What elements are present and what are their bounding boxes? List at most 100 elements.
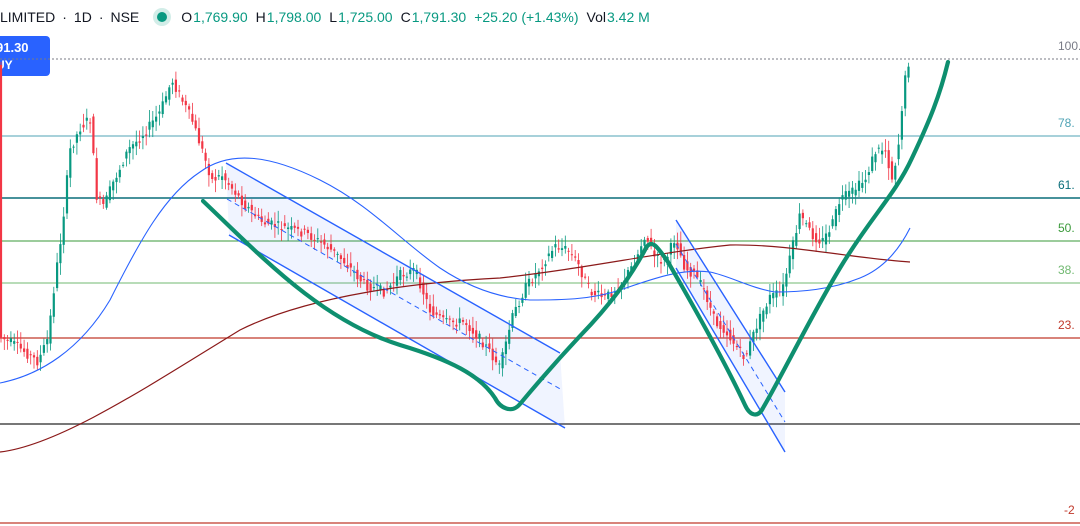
candle-body	[306, 229, 309, 234]
low-value: 1,725.00	[338, 9, 393, 25]
channel1-mid	[226, 198, 563, 391]
candle-body	[722, 325, 725, 333]
candle-body	[234, 190, 237, 195]
candle-body	[884, 150, 887, 152]
candle-body	[702, 288, 705, 290]
candle-body	[329, 244, 333, 250]
candle-body	[557, 248, 560, 250]
candle-body	[293, 225, 296, 228]
candle-body	[593, 290, 597, 296]
candle-body	[613, 291, 616, 293]
candle-body	[554, 244, 557, 248]
candle-body	[105, 195, 108, 208]
candle-body	[181, 97, 184, 102]
candle-body	[504, 341, 507, 355]
candle-body	[164, 96, 168, 103]
candle-body	[692, 268, 696, 272]
candle-body	[801, 212, 804, 219]
candle-body	[438, 314, 441, 316]
candle-body	[59, 244, 62, 264]
candle-body	[498, 363, 501, 365]
candle-body	[481, 342, 484, 348]
buy-button[interactable]: 91.30 UY	[0, 36, 50, 76]
fib-level-label: 78.	[1058, 116, 1075, 130]
candle-body	[240, 195, 243, 206]
candle-body	[768, 294, 771, 305]
candle-body	[564, 246, 567, 249]
candle-body	[607, 291, 610, 299]
candle-body	[92, 116, 95, 154]
legend-separator: ·	[98, 9, 104, 25]
interval-label[interactable]: 1D	[73, 9, 92, 25]
candle-body	[52, 293, 55, 317]
candle-body	[178, 90, 181, 92]
candle-body	[537, 271, 540, 277]
candle-body	[514, 306, 517, 317]
candle-body	[900, 111, 903, 140]
candle-body	[861, 182, 864, 188]
candle-body	[762, 310, 765, 322]
candle-body	[247, 206, 250, 209]
candle-body	[98, 196, 102, 199]
candle-body	[669, 243, 672, 255]
candle-body	[39, 354, 42, 363]
candle-body	[201, 141, 204, 149]
candle-body	[904, 75, 907, 109]
candle-body	[263, 222, 267, 225]
channel1-upper	[225, 162, 561, 354]
candle-body	[577, 259, 580, 265]
channel2-upper	[675, 219, 786, 393]
candle-body	[16, 341, 19, 343]
candle-body	[805, 223, 808, 225]
buy-label: UY	[0, 58, 13, 72]
candle-body	[541, 267, 544, 270]
candle-body	[854, 189, 857, 196]
candle-body	[478, 333, 481, 339]
candle-body	[603, 294, 606, 296]
candle-body	[267, 218, 270, 224]
candle-body	[791, 240, 795, 260]
candle-body	[465, 323, 468, 326]
candle-body	[428, 303, 432, 313]
fib-level-label: -2	[1064, 503, 1075, 517]
candle-body	[118, 169, 121, 178]
candle-body	[303, 228, 306, 230]
fibonacci-retracement: 100. 78. 61. 50. 38. 23. -2	[0, 39, 1080, 524]
candle-body	[69, 148, 72, 178]
candle-body	[244, 200, 247, 209]
candle-body	[379, 285, 382, 291]
high-value: 1,798.00	[266, 9, 322, 25]
symbol-name[interactable]: LIMITED	[0, 9, 56, 25]
candle-body	[570, 254, 573, 256]
candle-body	[834, 209, 837, 227]
candle-body	[141, 136, 144, 139]
candle-body	[696, 270, 699, 278]
market-status-icon	[157, 12, 168, 22]
candle-body	[125, 151, 128, 159]
candle-body	[782, 284, 785, 297]
candle-body	[419, 277, 422, 289]
ma-short-line	[0, 157, 911, 384]
candle-body	[531, 282, 534, 284]
candle-body	[23, 348, 26, 352]
candle-body	[333, 249, 336, 251]
candle-body	[135, 141, 138, 147]
candle-body	[597, 290, 600, 293]
candle-body	[326, 246, 329, 250]
candle-body	[46, 339, 49, 345]
candle-body	[788, 255, 791, 274]
candle-body	[844, 191, 847, 200]
candle-body	[584, 276, 587, 278]
candle-body	[458, 318, 461, 324]
candle-body	[353, 271, 356, 273]
close-value: 1,791.30	[411, 9, 467, 25]
candle-body	[237, 193, 240, 196]
candle-body	[13, 341, 16, 344]
volume-key: Vol	[586, 9, 606, 25]
candle-body	[871, 156, 874, 172]
candle-body	[547, 253, 550, 257]
candles-layer	[0, 61, 910, 377]
candle-body	[659, 262, 663, 264]
candle-body	[646, 238, 649, 242]
